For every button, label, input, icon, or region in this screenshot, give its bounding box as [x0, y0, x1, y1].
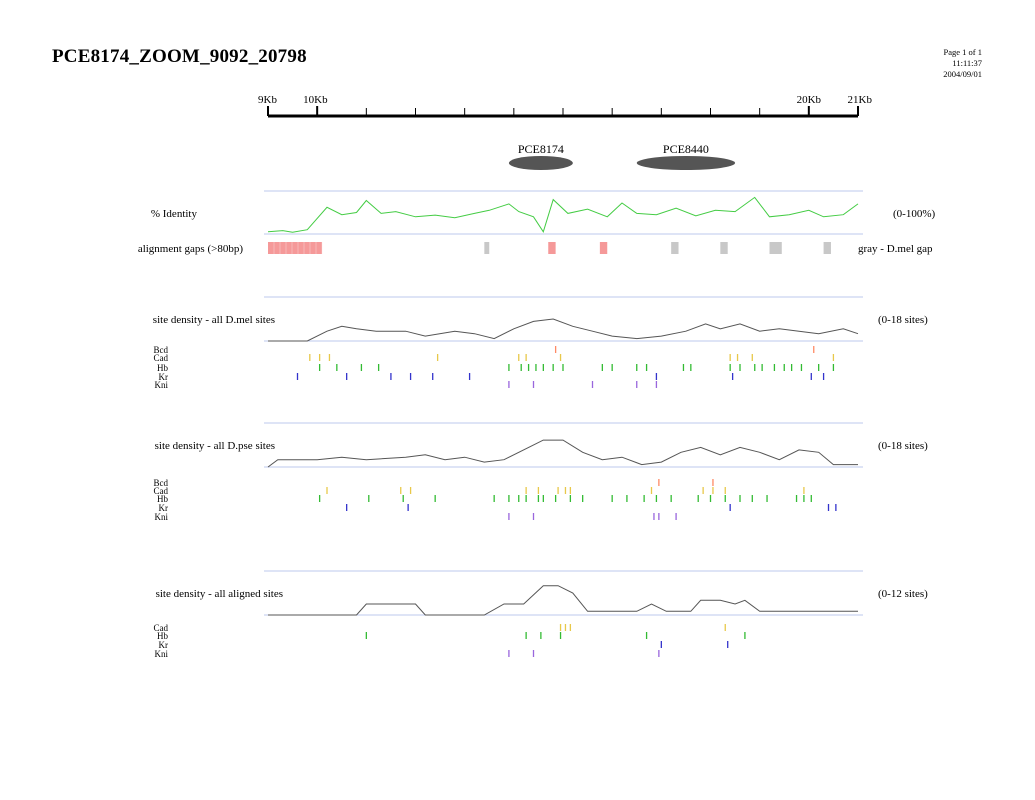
- tf-track-label: Cad: [154, 353, 169, 363]
- density-range-label: (0-18 sites): [878, 440, 928, 452]
- gap-block: [823, 242, 831, 254]
- tf-track-label: Kni: [155, 380, 169, 390]
- feature-label: PCE8440: [663, 142, 709, 156]
- density-label: site density - all aligned sites: [156, 588, 283, 600]
- tf-track-label: Kni: [155, 512, 169, 522]
- gap-block: [268, 242, 323, 254]
- print-date: 2004/09/01: [943, 69, 982, 79]
- density-label: site density - all D.pse sites: [155, 440, 275, 452]
- gap-block: [484, 242, 490, 254]
- gap-block: [769, 242, 782, 254]
- ruler-label: 9Kb: [258, 94, 277, 106]
- ruler-label: 20Kb: [797, 94, 822, 106]
- tf-track-label: Cad: [154, 623, 169, 633]
- gap-block: [599, 242, 608, 254]
- density-series-line: [267, 439, 858, 468]
- tf-track-label: Bcd: [154, 345, 169, 355]
- density-range-label: (0-18 sites): [878, 314, 928, 326]
- density-range-label: (0-12 sites): [878, 588, 928, 600]
- gaps-label: alignment gaps (>80bp): [138, 243, 244, 255]
- tf-track-label: Hb: [157, 363, 168, 373]
- page-number: Page 1 of 1: [943, 47, 982, 57]
- feature-label: PCE8174: [518, 142, 564, 156]
- density-series-line: [268, 585, 858, 616]
- gap-block: [671, 242, 679, 254]
- identity-range-label: (0-100%): [893, 208, 935, 220]
- tf-track-label: Kr: [159, 372, 169, 382]
- page-meta: Page 1 of 1 11:11:37 2004/09/01: [943, 47, 982, 80]
- identity-series-line: [267, 196, 859, 233]
- tf-track-label: Bcd: [154, 478, 169, 488]
- tf-track-label: Hb: [157, 631, 168, 641]
- feature-ellipse: [508, 156, 573, 170]
- feature-ellipse: [636, 156, 736, 170]
- gaps-legend: gray - D.mel gap: [858, 243, 933, 255]
- identity-label: % Identity: [151, 208, 198, 220]
- page-title: PCE8174_ZOOM_9092_20798: [52, 46, 307, 67]
- ruler-label: 10Kb: [303, 94, 328, 106]
- tf-track-label: Kr: [159, 640, 169, 650]
- tf-track-label: Hb: [157, 494, 168, 504]
- gap-block: [548, 242, 556, 254]
- print-time: 11:11:37: [952, 58, 982, 68]
- tf-track-label: Kr: [159, 503, 169, 513]
- tf-track-label: Kni: [155, 649, 169, 659]
- tf-track-label: Cad: [154, 486, 169, 496]
- density-series-line: [268, 318, 859, 342]
- density-label: site density - all D.mel sites: [153, 314, 275, 326]
- ruler-label: 21Kb: [848, 94, 873, 106]
- gap-block: [720, 242, 728, 254]
